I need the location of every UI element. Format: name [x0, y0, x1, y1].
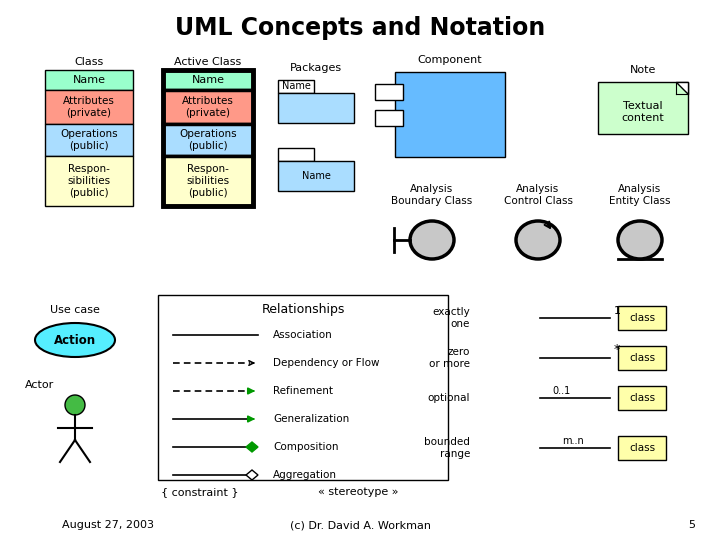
Bar — [278, 148, 314, 161]
Text: Attributes
(private): Attributes (private) — [182, 96, 234, 118]
Text: optional: optional — [428, 393, 470, 403]
Polygon shape — [676, 82, 688, 94]
Bar — [163, 70, 253, 90]
Bar — [163, 90, 253, 124]
Bar — [598, 82, 688, 134]
Text: Composition: Composition — [273, 442, 338, 452]
Text: Refinement: Refinement — [273, 386, 333, 396]
Bar — [278, 161, 354, 191]
Bar — [618, 436, 666, 460]
Text: bounded
range: bounded range — [424, 437, 470, 459]
Bar — [278, 80, 314, 93]
Text: *: * — [614, 343, 620, 356]
Text: Textual
content: Textual content — [621, 101, 665, 123]
Text: m..n: m..n — [562, 436, 584, 446]
Text: Relationships: Relationships — [261, 302, 345, 315]
Text: « stereotype »: « stereotype » — [318, 487, 398, 497]
Text: Analysis
Control Class: Analysis Control Class — [503, 184, 572, 206]
Text: class: class — [629, 393, 655, 403]
Ellipse shape — [516, 221, 560, 259]
Bar — [158, 295, 448, 480]
Bar — [278, 93, 354, 123]
Bar — [45, 90, 133, 124]
Ellipse shape — [618, 221, 662, 259]
Text: 1: 1 — [614, 306, 621, 316]
Text: class: class — [629, 313, 655, 323]
Text: Analysis
Entity Class: Analysis Entity Class — [609, 184, 671, 206]
Bar — [618, 346, 666, 370]
Text: Packages: Packages — [290, 63, 342, 73]
Text: Use case: Use case — [50, 305, 100, 315]
Circle shape — [65, 395, 85, 415]
Text: Active Class: Active Class — [174, 57, 242, 67]
Bar — [163, 70, 253, 206]
Bar — [395, 72, 505, 157]
Text: Name: Name — [282, 81, 310, 91]
Text: Operations
(public): Operations (public) — [60, 129, 118, 151]
Bar — [163, 156, 253, 206]
Text: Association: Association — [273, 330, 333, 340]
Text: Respon-
sibilities
(public): Respon- sibilities (public) — [68, 164, 111, 198]
Text: Respon-
sibilities
(public): Respon- sibilities (public) — [186, 164, 230, 198]
Text: Name: Name — [192, 75, 225, 85]
Text: (c) Dr. David A. Workman: (c) Dr. David A. Workman — [289, 520, 431, 530]
Text: Operations
(public): Operations (public) — [179, 129, 237, 151]
Text: class: class — [629, 353, 655, 363]
Bar — [618, 306, 666, 330]
Text: Name: Name — [302, 171, 330, 181]
Text: exactly
one: exactly one — [432, 307, 470, 329]
Bar — [375, 110, 403, 126]
Text: UML Concepts and Notation: UML Concepts and Notation — [175, 16, 545, 40]
Text: { constraint }: { constraint } — [161, 487, 239, 497]
Polygon shape — [246, 442, 258, 452]
Text: Name: Name — [73, 75, 106, 85]
Text: Class: Class — [74, 57, 104, 67]
Polygon shape — [246, 470, 258, 480]
Text: 0..1: 0..1 — [552, 386, 570, 396]
Text: Generalization: Generalization — [273, 414, 349, 424]
Bar — [163, 124, 253, 156]
Text: Action: Action — [54, 334, 96, 347]
Ellipse shape — [35, 323, 115, 357]
Bar — [375, 84, 403, 100]
Text: Actor: Actor — [25, 380, 55, 390]
Ellipse shape — [410, 221, 454, 259]
Bar — [45, 156, 133, 206]
Text: Aggregation: Aggregation — [273, 470, 337, 480]
Text: Dependency or Flow: Dependency or Flow — [273, 358, 379, 368]
Bar — [45, 124, 133, 156]
Text: class: class — [629, 443, 655, 453]
Text: Attributes
(private): Attributes (private) — [63, 96, 115, 118]
Bar — [618, 386, 666, 410]
Text: zero
or more: zero or more — [429, 347, 470, 369]
Text: 5: 5 — [688, 520, 695, 530]
Text: Note: Note — [630, 65, 656, 75]
Text: Component: Component — [418, 55, 482, 65]
Text: Analysis
Boundary Class: Analysis Boundary Class — [392, 184, 472, 206]
Text: August 27, 2003: August 27, 2003 — [62, 520, 154, 530]
Bar — [45, 70, 133, 90]
